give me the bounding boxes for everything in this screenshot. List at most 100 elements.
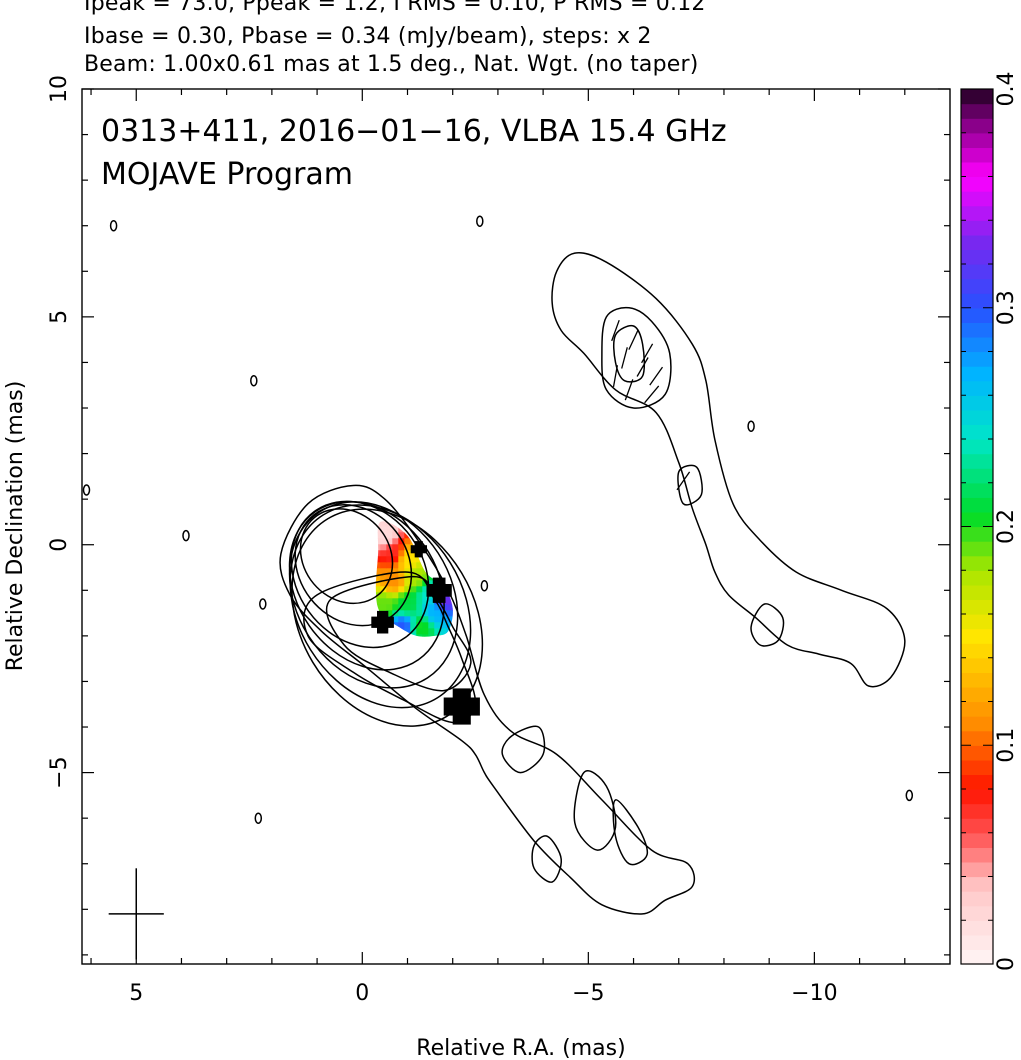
polarization-markers — [371, 541, 480, 725]
pol-pixel — [410, 634, 417, 637]
colorbar-cell — [961, 205, 993, 221]
pol-pixel — [410, 598, 417, 605]
pol-pixel — [404, 598, 411, 605]
pol-pixel — [458, 556, 465, 563]
jet-inner-contour — [325, 575, 472, 692]
colorbar-cell — [961, 161, 993, 178]
noise-contour — [250, 374, 258, 387]
pol-pixel — [440, 521, 447, 527]
pol-pixel — [410, 568, 417, 575]
pol-pixel — [404, 622, 411, 629]
jet-knot-contour — [501, 725, 546, 774]
pol-pixel — [368, 604, 375, 611]
colorbar-cell — [961, 118, 993, 134]
colorbar-cell — [961, 920, 993, 936]
evpa-vectors — [611, 319, 691, 491]
pol-pixel — [368, 556, 375, 563]
colorbar-cell — [961, 526, 993, 542]
pol-pixel — [434, 526, 441, 533]
pol-pixel — [428, 634, 435, 637]
noise-contour — [480, 579, 489, 592]
pol-pixel — [375, 544, 381, 551]
pol-pixel — [446, 521, 453, 527]
colorbar-cell — [961, 949, 993, 965]
colorbar-tick-label: 0.3 — [994, 290, 1019, 325]
noise-contour — [476, 215, 484, 227]
pol-pixel — [422, 574, 429, 581]
pol-pixel — [446, 526, 453, 533]
jet-outer-contour — [279, 484, 696, 915]
pol-pixel — [398, 544, 405, 551]
pol-pixel — [368, 568, 375, 575]
pol-pixel — [398, 508, 405, 515]
pol-pixel — [428, 610, 435, 617]
pol-pixel — [410, 586, 417, 593]
x-tick-label: −10 — [791, 981, 837, 1006]
colorbar-cell — [961, 424, 993, 440]
colorbar-cell — [961, 730, 993, 746]
pol-pixel — [422, 610, 429, 617]
pol-pixel — [392, 568, 399, 575]
pol-pixel — [380, 592, 387, 599]
pol-pixel — [416, 580, 423, 587]
pol-pixel — [392, 580, 399, 587]
black-marker — [443, 697, 480, 716]
colorbar-cell — [961, 220, 993, 236]
pol-pixel — [380, 580, 387, 587]
colorbar-cell — [961, 701, 993, 717]
pol-pixel — [428, 526, 435, 533]
pol-pixel — [368, 610, 375, 617]
pol-pixel — [458, 544, 465, 551]
pol-pixel — [375, 526, 381, 533]
pol-pixel — [416, 610, 423, 617]
y-tick-label: −5 — [47, 756, 72, 788]
pol-pixel — [368, 538, 375, 545]
core-contour — [289, 504, 472, 709]
pol-pixel — [434, 628, 441, 635]
pol-pixel — [386, 592, 393, 599]
colorbar-cell — [961, 716, 993, 732]
pol-pixel — [404, 544, 411, 551]
pol-pixel — [440, 532, 447, 539]
noise-contour — [82, 484, 91, 496]
pol-pixel — [375, 532, 381, 539]
colorbar-cell — [961, 351, 993, 367]
colorbar-cell — [961, 847, 993, 863]
pol-pixel — [362, 538, 369, 545]
colorbar-cell — [961, 643, 993, 659]
colorbar-cell — [961, 395, 993, 411]
pol-pixel — [428, 568, 435, 575]
pol-pixel — [368, 640, 375, 647]
pol-pixel — [392, 526, 399, 533]
pol-pixel — [428, 514, 435, 521]
header-line-beam: Beam: 1.00x0.61 mas at 1.5 deg., Nat. Wg… — [84, 52, 699, 77]
pol-pixel — [422, 640, 429, 647]
pol-pixel — [404, 616, 411, 623]
pol-pixel — [452, 604, 453, 611]
pol-pixel — [392, 604, 399, 611]
pol-pixel — [434, 521, 441, 527]
pol-pixel — [458, 550, 465, 557]
outer-hotspot-inner-contour — [612, 324, 646, 383]
pol-pixel — [452, 610, 453, 617]
pol-pixel — [434, 508, 441, 515]
colorbar-cell — [961, 803, 993, 819]
pol-pixel — [392, 574, 399, 581]
pol-pixel — [398, 592, 405, 599]
pol-pixel — [440, 622, 447, 629]
black-marker — [410, 545, 427, 554]
pol-pixel — [440, 514, 447, 521]
pol-pixel — [362, 628, 369, 635]
pol-pixel — [440, 508, 447, 515]
y-axis-label: Relative Declination (mas) — [3, 381, 28, 672]
core-contour — [294, 504, 413, 627]
pol-pixel — [446, 622, 453, 629]
pol-pixel — [404, 610, 411, 617]
pol-pixel — [416, 592, 423, 599]
colorbar-tick-label: 0.4 — [994, 72, 1019, 107]
colorbar-cell — [961, 322, 993, 338]
noise-contour — [182, 529, 190, 542]
pol-pixel — [368, 532, 375, 539]
pol-pixel — [362, 532, 369, 539]
